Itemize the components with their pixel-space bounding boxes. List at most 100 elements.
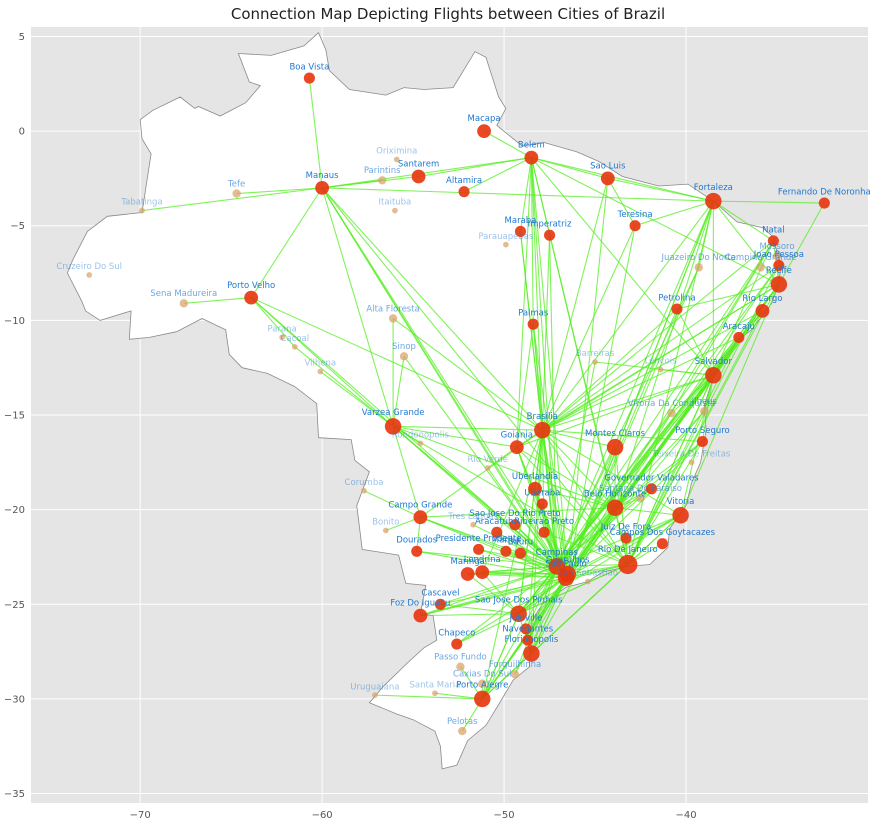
y-tick-label: −35 bbox=[4, 789, 25, 800]
route-line bbox=[374, 694, 483, 700]
route-line bbox=[481, 613, 520, 700]
city-label: Sinop bbox=[392, 342, 416, 352]
route-line bbox=[530, 430, 543, 654]
route-line bbox=[472, 524, 558, 567]
city-label: Uberaba bbox=[524, 488, 560, 498]
city-label: Salvador bbox=[695, 357, 733, 367]
city-marker bbox=[434, 598, 446, 610]
city-marker bbox=[636, 494, 645, 503]
city-marker bbox=[696, 435, 708, 448]
route-line bbox=[392, 318, 543, 431]
route-line bbox=[567, 225, 636, 575]
route-line bbox=[321, 187, 629, 565]
route-line bbox=[141, 187, 323, 212]
x-axis-ticks: −70 −60 −50 −40 bbox=[130, 810, 697, 821]
route-line bbox=[556, 200, 714, 567]
city-label: Pelotas bbox=[447, 717, 478, 727]
city-label: Ilheus bbox=[692, 397, 718, 407]
city-marker bbox=[474, 690, 491, 708]
city-labels: Boa VistaMacapaOriximinaBelemSantaremPar… bbox=[56, 63, 870, 727]
city-label: Natal bbox=[762, 225, 784, 235]
city-label: Goiania bbox=[501, 430, 533, 440]
route-line bbox=[392, 425, 567, 579]
city-marker bbox=[460, 567, 475, 581]
route-line bbox=[308, 78, 323, 188]
x-tick-label: −60 bbox=[312, 810, 333, 821]
route-line bbox=[530, 157, 558, 567]
city-label: Vitoria Da Conquista bbox=[628, 399, 715, 409]
route-line bbox=[516, 447, 558, 567]
city-marker bbox=[818, 197, 830, 209]
route-line bbox=[516, 157, 532, 448]
city-marker bbox=[773, 259, 785, 272]
city-marker bbox=[475, 565, 490, 579]
city-marker bbox=[544, 229, 556, 241]
city-label: Chapeco bbox=[438, 628, 475, 638]
city-marker bbox=[618, 554, 638, 575]
route-line bbox=[467, 573, 519, 615]
city-marker bbox=[510, 605, 527, 622]
route-line bbox=[565, 514, 681, 579]
route-line bbox=[416, 550, 557, 567]
city-label: Recife bbox=[766, 266, 792, 276]
city-marker bbox=[671, 303, 683, 315]
route-line bbox=[482, 565, 557, 573]
city-marker bbox=[667, 408, 676, 418]
city-label: Alta Floresta bbox=[366, 304, 419, 314]
city-marker bbox=[500, 545, 512, 557]
route-line bbox=[514, 566, 558, 675]
route-line bbox=[250, 187, 323, 298]
city-marker bbox=[139, 207, 145, 214]
route-line bbox=[541, 240, 774, 431]
city-label: Vilhena bbox=[305, 359, 337, 369]
city-label: Tabatinga bbox=[120, 198, 162, 208]
route-line bbox=[392, 425, 629, 565]
city-marker bbox=[179, 299, 189, 308]
route-line bbox=[322, 187, 714, 202]
city-label: Maringa bbox=[451, 557, 485, 567]
city-marker bbox=[279, 334, 285, 341]
city-label: Belem bbox=[518, 141, 545, 151]
city-marker bbox=[86, 272, 93, 278]
city-marker bbox=[688, 459, 695, 466]
route-line bbox=[518, 514, 681, 615]
city-marker bbox=[514, 225, 527, 237]
route-line bbox=[698, 201, 714, 268]
city-label: Maraba bbox=[505, 216, 537, 226]
route-line bbox=[530, 157, 616, 508]
city-marker bbox=[528, 481, 542, 496]
city-label: Juazeiro Do Norte bbox=[661, 253, 736, 263]
route-line bbox=[680, 284, 780, 516]
route-line bbox=[518, 564, 629, 615]
route-line bbox=[701, 375, 714, 442]
city-marker bbox=[520, 623, 532, 635]
route-line bbox=[250, 297, 296, 348]
city-marker bbox=[672, 507, 689, 524]
route-line bbox=[556, 410, 705, 567]
route-line bbox=[530, 577, 567, 654]
city-marker bbox=[657, 366, 664, 373]
route-line bbox=[236, 187, 323, 195]
city-label: Parana bbox=[267, 325, 296, 335]
route-line bbox=[183, 297, 252, 304]
route-line bbox=[556, 514, 681, 567]
city-marker bbox=[393, 156, 400, 163]
city-label: Santa Maria bbox=[410, 680, 461, 690]
route-line bbox=[541, 200, 714, 431]
route-line bbox=[713, 200, 825, 204]
city-label: Tefe bbox=[227, 179, 245, 189]
route-line bbox=[541, 429, 629, 565]
route-line bbox=[527, 577, 567, 641]
city-label: Sao Sebastiao bbox=[558, 569, 618, 579]
city-marker bbox=[417, 440, 424, 447]
route-line bbox=[712, 200, 780, 285]
city-marker bbox=[606, 438, 624, 456]
city-label: Dourados bbox=[396, 536, 437, 546]
route-line bbox=[556, 488, 652, 567]
city-marker bbox=[473, 543, 485, 555]
city-marker bbox=[411, 169, 426, 184]
route-line bbox=[487, 467, 558, 567]
city-marker bbox=[756, 263, 765, 272]
city-marker bbox=[413, 510, 428, 525]
city-marker bbox=[514, 547, 527, 559]
